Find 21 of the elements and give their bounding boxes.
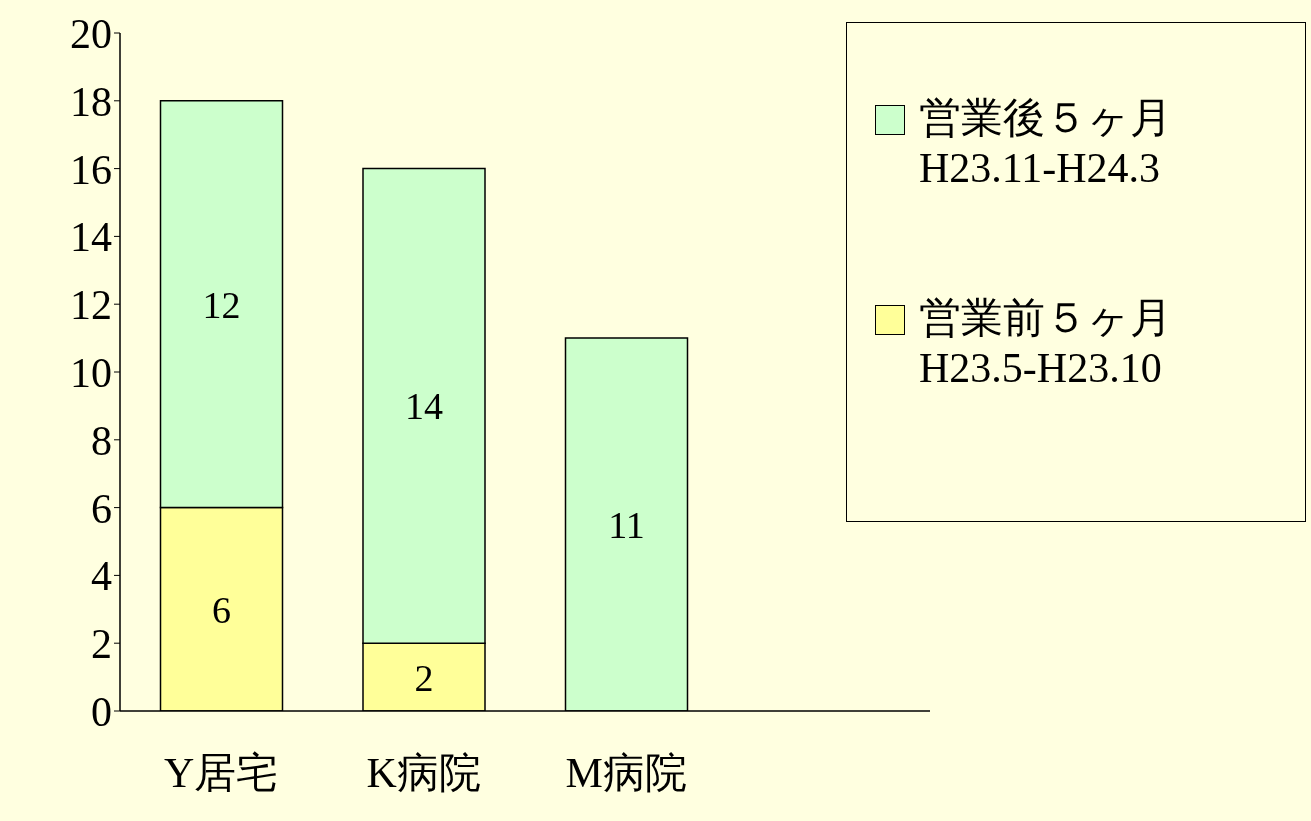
- y-tick-label: 2: [91, 621, 112, 668]
- y-tick-label: 6: [91, 485, 112, 532]
- legend-label: 営業前５ヶ月 H23.5-H23.10: [919, 294, 1172, 393]
- y-tick-label: 8: [91, 417, 112, 464]
- x-tick-label: M病院: [565, 749, 687, 796]
- data-label: 14: [405, 385, 443, 428]
- x-tick-label: Y居宅: [164, 749, 279, 796]
- legend-label: 営業後５ヶ月 H23.11-H24.3: [919, 94, 1172, 193]
- x-tick-label: K病院: [366, 749, 481, 796]
- y-tick-label: 0: [91, 688, 112, 735]
- y-tick-label: 12: [70, 282, 112, 329]
- data-label: 6: [212, 588, 231, 631]
- y-tick-label: 18: [70, 78, 112, 125]
- y-tick-label: 4: [91, 553, 112, 600]
- data-label: 12: [202, 283, 241, 326]
- data-label: 11: [608, 504, 645, 547]
- y-tick-label: 10: [70, 349, 112, 396]
- y-tick-label: 20: [70, 10, 112, 57]
- y-tick-label: 16: [70, 146, 112, 193]
- data-label: 2: [414, 656, 434, 699]
- y-tick-label: 14: [70, 214, 112, 261]
